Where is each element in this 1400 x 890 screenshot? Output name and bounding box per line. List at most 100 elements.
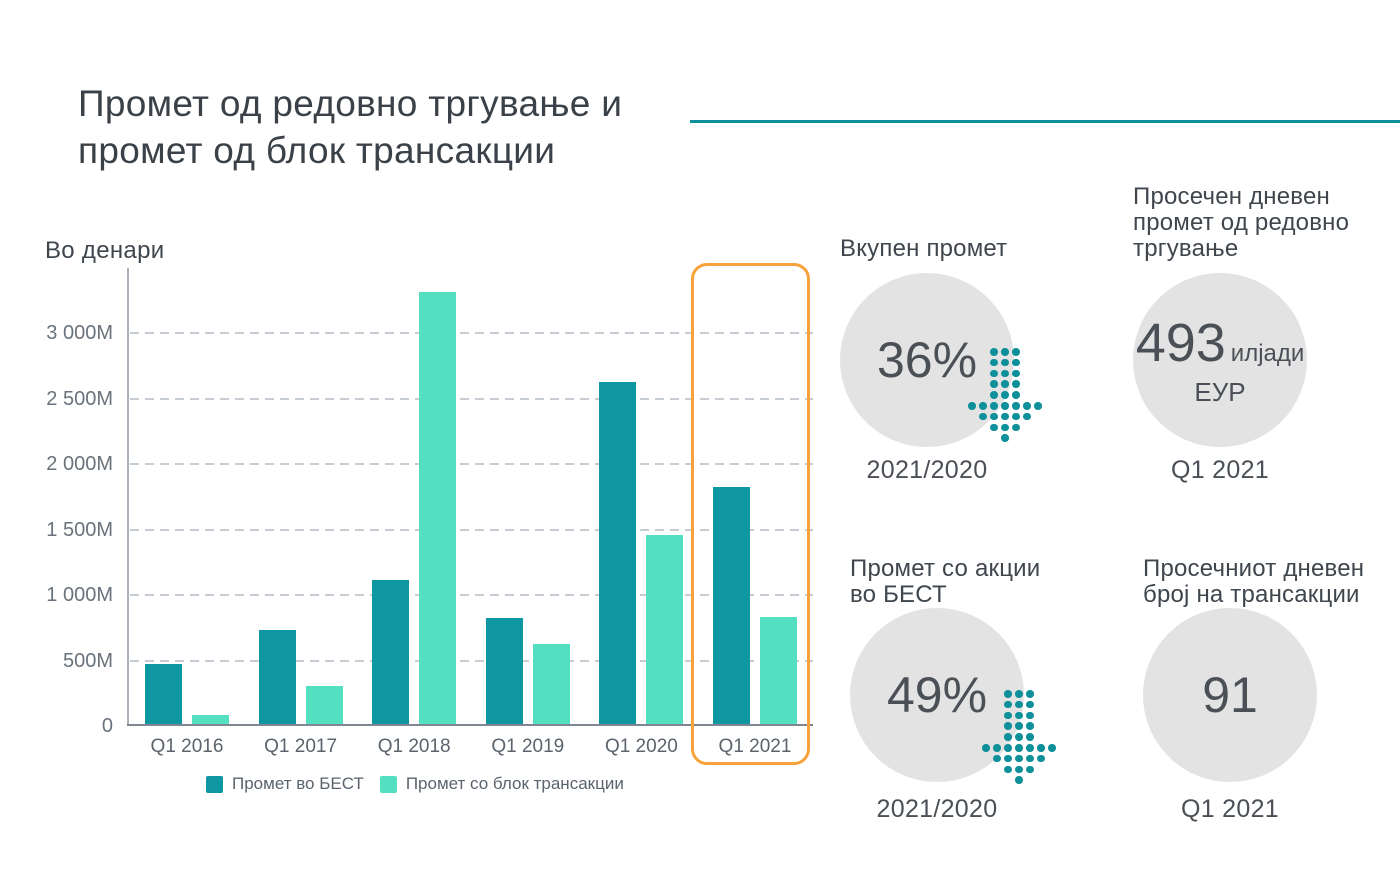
arrow-dot bbox=[990, 423, 998, 432]
x-tick-label-Q1 2020: Q1 2020 bbox=[604, 736, 678, 757]
arrow-dot bbox=[1015, 690, 1023, 698]
arrow-dot bbox=[1037, 754, 1045, 763]
arrow-dot bbox=[990, 380, 998, 388]
bar-Q1 2020-block bbox=[646, 535, 684, 724]
y-tick-label: 1 500M bbox=[46, 518, 113, 541]
arrow-dot bbox=[1004, 754, 1012, 763]
stat-best-shares-turnover: Промет со акции во БЕСТ 49% 2021/2020 bbox=[850, 552, 1100, 824]
arrow-dot bbox=[1048, 744, 1056, 752]
x-tick-label-Q1 2017: Q1 2017 bbox=[264, 736, 338, 757]
arrow-dot bbox=[979, 412, 987, 421]
arrow-dot bbox=[1001, 369, 1009, 378]
stat-circle-avg-daily-turnover: 493 илјади ЕУР bbox=[1133, 273, 1307, 447]
arrow-dot bbox=[993, 754, 1001, 763]
y-tick-label: 2 000M bbox=[46, 453, 113, 475]
arrow-dot bbox=[1015, 711, 1023, 720]
gridline-500M bbox=[130, 659, 813, 662]
stat-value-avg-daily-transactions: 91 bbox=[1202, 667, 1258, 723]
stat-avg-daily-transactions: Просечниот дневен број на трансакции 91 … bbox=[1143, 552, 1400, 824]
stat-heading-total-turnover: Вкупен промет bbox=[840, 235, 1008, 262]
arrow-dot bbox=[1015, 776, 1023, 784]
arrow-dot bbox=[1004, 765, 1012, 774]
arrow-dot bbox=[1015, 765, 1023, 774]
arrow-dot bbox=[1004, 690, 1012, 698]
bar-Q1 2016-best bbox=[145, 664, 182, 724]
bar-Q1 2021-best bbox=[713, 487, 750, 724]
decrease-arrow-icon bbox=[982, 690, 1059, 788]
arrow-dot bbox=[1015, 744, 1023, 752]
arrow-dot bbox=[1004, 711, 1012, 720]
arrow-dot bbox=[1026, 733, 1034, 741]
arrow-dot bbox=[1026, 765, 1034, 774]
slide-title: Промет од редовно тргување и промет од б… bbox=[78, 83, 623, 171]
bar-Q1 2018-best bbox=[372, 580, 410, 724]
stat-value-unit-thousands: илјади bbox=[1230, 340, 1305, 367]
y-tick-label: 1 000M bbox=[46, 584, 113, 606]
arrow-dot bbox=[990, 412, 998, 421]
y-tick-label: 500M bbox=[62, 649, 113, 672]
stat-value-unit-eur: ЕУР bbox=[1194, 377, 1246, 407]
arrow-dot bbox=[1001, 423, 1009, 432]
arrow-dot bbox=[1001, 402, 1009, 410]
title-divider-line bbox=[690, 120, 1400, 123]
stat-avg-daily-turnover: Просечен дневен промет од редовно тргува… bbox=[1133, 178, 1393, 485]
gridline-3 000M bbox=[130, 332, 813, 334]
arrow-dot bbox=[1012, 402, 1020, 410]
gridline-2 500M bbox=[130, 397, 813, 400]
arrow-dot bbox=[1015, 733, 1023, 741]
arrow-dot bbox=[1012, 380, 1020, 388]
arrow-dot bbox=[1012, 391, 1020, 399]
arrow-dot bbox=[982, 744, 990, 752]
arrow-dot bbox=[968, 402, 976, 410]
arrow-dot bbox=[979, 402, 987, 410]
arrow-dot bbox=[990, 402, 998, 410]
arrow-dot bbox=[1015, 754, 1023, 763]
x-tick-label-Q1 2018: Q1 2018 bbox=[377, 736, 451, 757]
gridline-2 000M bbox=[130, 463, 813, 465]
bar-Q1 2017-best bbox=[258, 630, 296, 724]
arrow-dot bbox=[1026, 690, 1034, 698]
legend-swatch-icon bbox=[379, 775, 397, 793]
arrow-dot bbox=[1012, 348, 1020, 356]
arrow-dot bbox=[1026, 711, 1034, 720]
decrease-arrow-icon bbox=[968, 348, 1045, 446]
arrow-dot bbox=[1037, 744, 1045, 752]
arrow-dot bbox=[1026, 754, 1034, 763]
legend-label: Промет со блок трансакции bbox=[405, 774, 624, 793]
bar-Q1 2017-block bbox=[305, 686, 343, 724]
y-tick-label: 2 500M bbox=[46, 387, 113, 410]
arrow-dot bbox=[1001, 380, 1009, 388]
stat-total-turnover: Вкупен промет 36% 2021/2020 bbox=[840, 178, 1090, 485]
arrow-dot bbox=[1001, 434, 1009, 442]
stat-heading-avg-daily-transactions: Просечниот дневен број на трансакции bbox=[1143, 555, 1365, 608]
arrow-dot bbox=[1026, 700, 1034, 709]
stat-caption-avg-daily-turnover: Q1 2021 bbox=[1170, 456, 1269, 484]
y-axis-line bbox=[127, 268, 129, 726]
arrow-dot bbox=[1034, 402, 1042, 410]
arrow-dot bbox=[993, 744, 1001, 752]
legend-swatch-icon bbox=[206, 775, 223, 793]
arrow-dot bbox=[1015, 700, 1023, 709]
stat-caption-total-turnover: 2021/2020 bbox=[866, 456, 988, 484]
bar-Q1 2019-block bbox=[532, 644, 570, 724]
stat-value-avg-daily-turnover: 493 bbox=[1135, 313, 1226, 373]
legend-label: Промет во БЕСТ bbox=[232, 774, 364, 793]
arrow-dot bbox=[990, 391, 998, 399]
arrow-dot bbox=[1015, 722, 1023, 730]
arrow-dot bbox=[1012, 358, 1020, 367]
arrow-dot bbox=[1004, 722, 1012, 730]
arrow-dot bbox=[1001, 391, 1009, 399]
x-tick-label-Q1 2021: Q1 2021 bbox=[718, 736, 792, 757]
arrow-dot bbox=[1023, 412, 1031, 421]
stat-heading-avg-daily-turnover: Просечен дневен промет од редовно тргува… bbox=[1133, 183, 1350, 262]
stat-caption-best-shares-turnover: 2021/2020 bbox=[876, 795, 998, 823]
stat-value-best-shares-turnover: 49% bbox=[886, 667, 988, 723]
arrow-dot bbox=[1001, 412, 1009, 421]
gridline-1 000M bbox=[130, 594, 813, 596]
x-tick-label-Q1 2016: Q1 2016 bbox=[150, 736, 224, 757]
x-tick-label-Q1 2019: Q1 2019 bbox=[491, 736, 565, 757]
bar-Q1 2020-best bbox=[599, 382, 637, 724]
bar-Q1 2018-block bbox=[419, 292, 457, 724]
legend-item-block: Промет со блок трансакции bbox=[379, 774, 624, 794]
